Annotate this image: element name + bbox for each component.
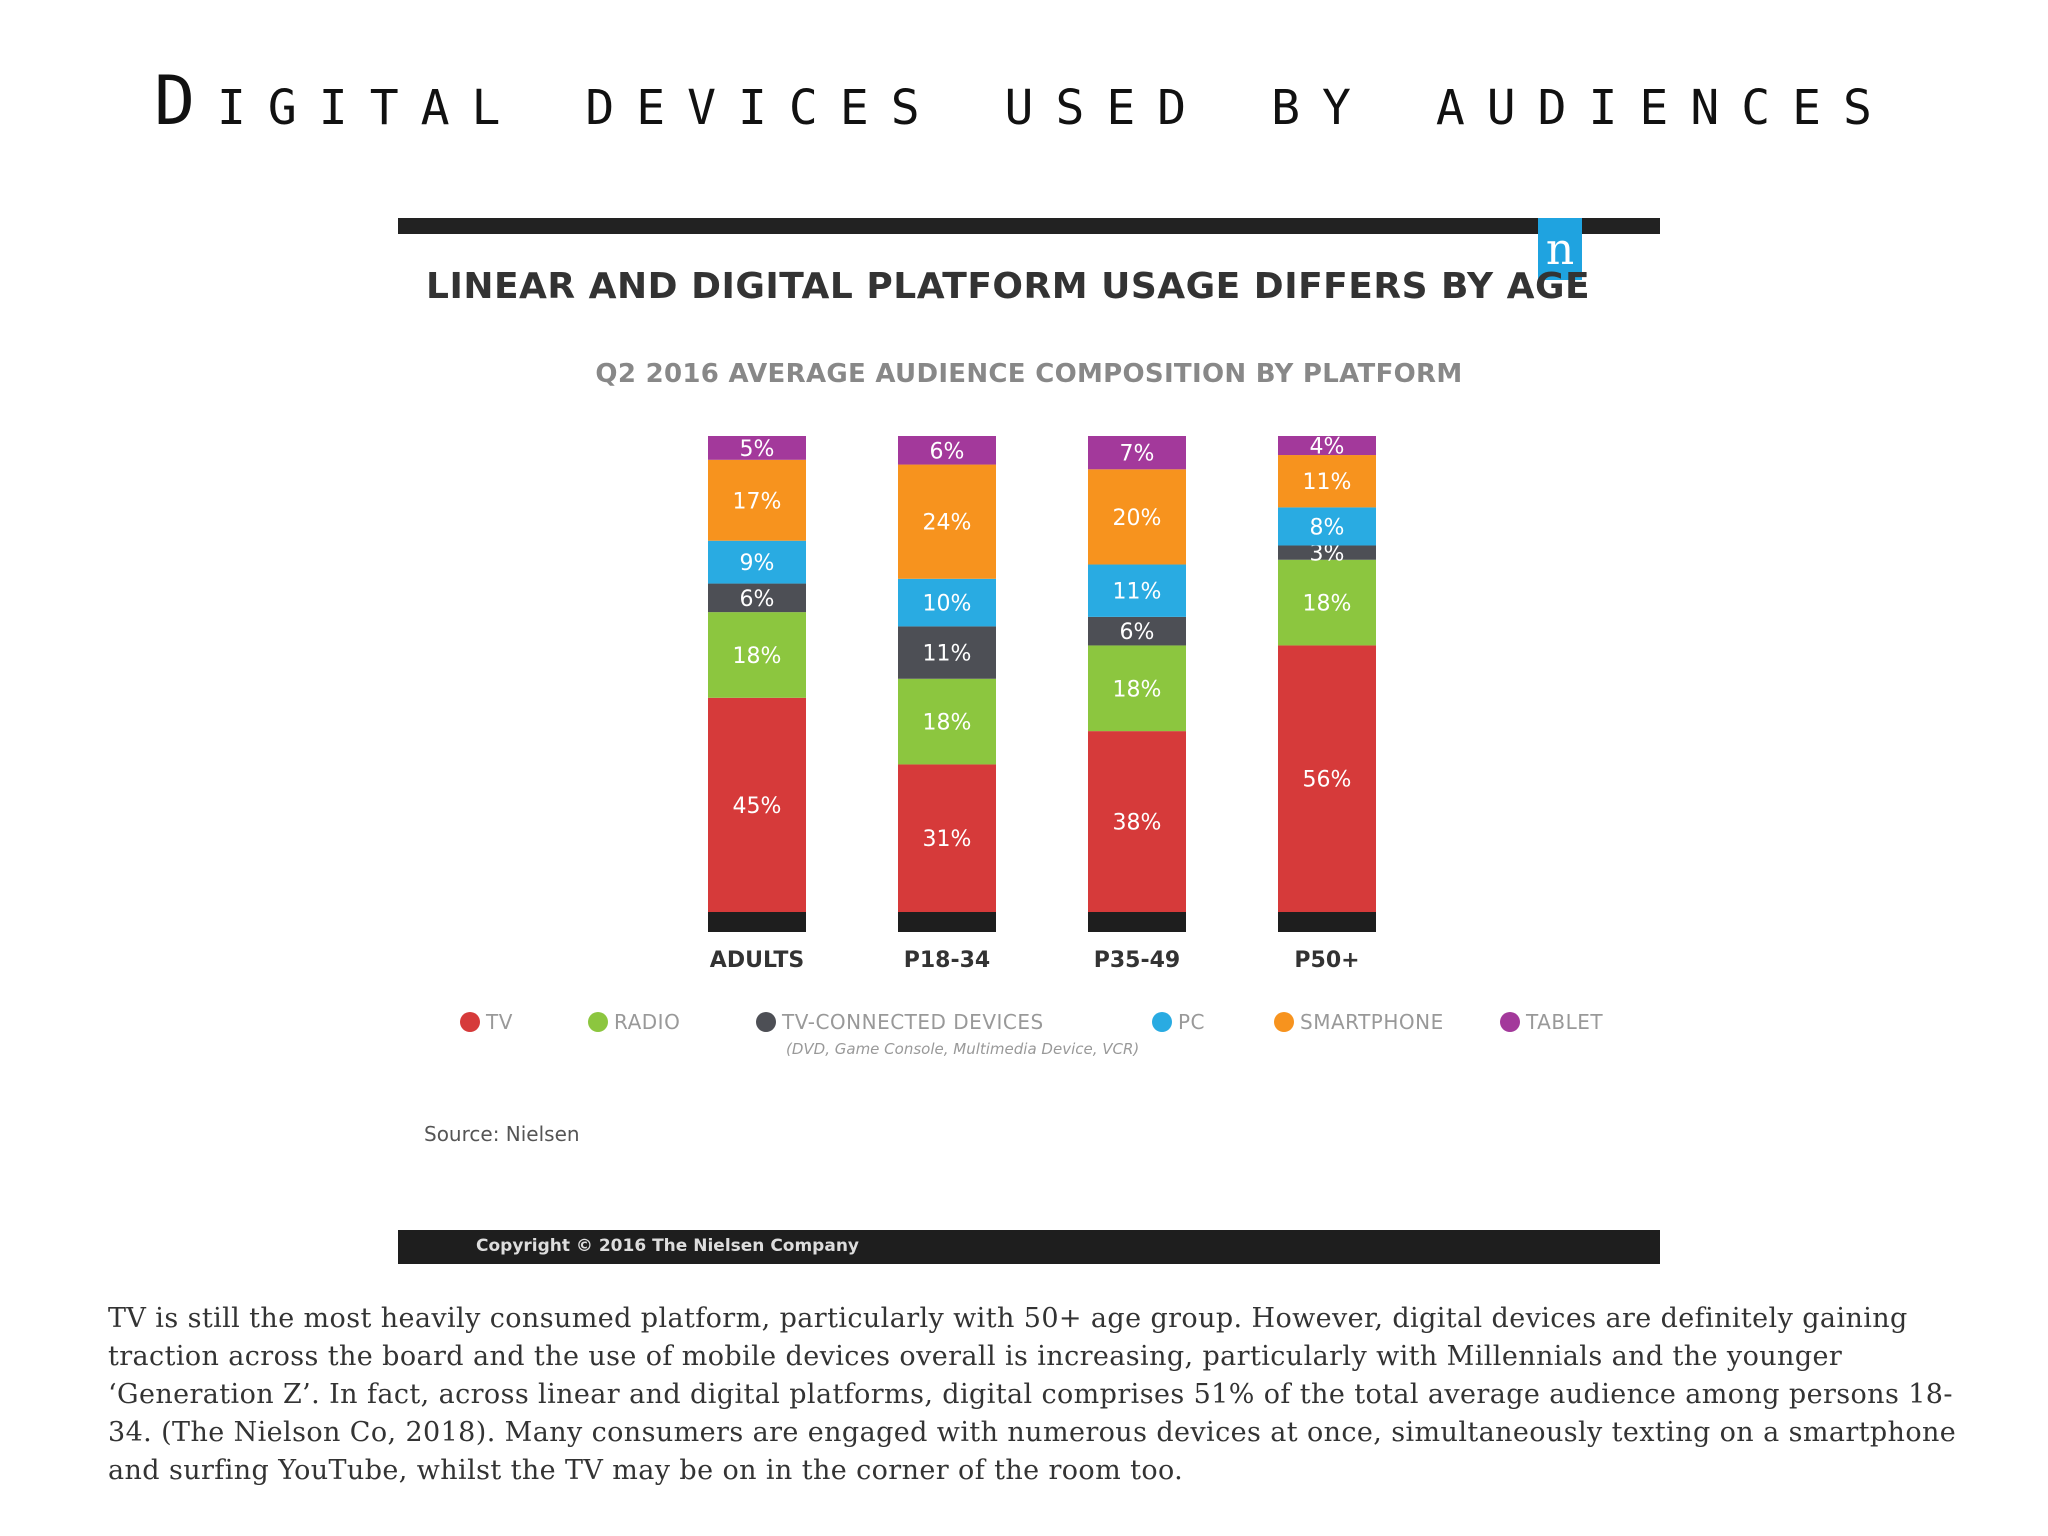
legend-item: PC (1152, 1010, 1205, 1034)
stacked-bar-chart: 45% 18% 6% 9% 17% 5% ADULTS 31% 18% 11% 10% 24% 6% P1… (708, 435, 1376, 973)
legend-dot-icon (1152, 1012, 1172, 1032)
legend: TV RADIO TV-CONNECTED DEVICES PC SMARTPHONE T… (398, 1010, 1660, 1070)
data-label: 6% (930, 439, 965, 464)
bar-segment-tv-2 (1088, 731, 1186, 912)
page-title: Digital devices used by audiences (154, 62, 1894, 141)
bar-base (898, 912, 996, 932)
data-label: 11% (923, 642, 972, 667)
data-label: 20% (1113, 506, 1162, 531)
data-label: 10% (923, 592, 972, 617)
category-label: P35-49 (1094, 948, 1181, 973)
legend-item: SMARTPHONE (1274, 1010, 1444, 1034)
legend-label: RADIO (614, 1010, 681, 1034)
nielsen-logo: n (1538, 218, 1582, 280)
data-label: 9% (740, 551, 775, 576)
legend-label: SMARTPHONE (1300, 1010, 1444, 1034)
data-label: 11% (1303, 470, 1352, 495)
legend-dot-icon (1274, 1012, 1294, 1032)
data-label: 24% (923, 511, 972, 536)
legend-label: PC (1178, 1010, 1206, 1034)
bar-segment-tv-connected-devices-3 (1278, 545, 1376, 560)
bar-segment-tv-connected-devices-0 (708, 583, 806, 613)
bar-segment-tv-1 (898, 764, 996, 912)
bar-segment-smartphone-1 (898, 464, 996, 579)
data-label: 8% (1310, 515, 1345, 540)
legend-label: TV (486, 1010, 513, 1034)
data-label: 6% (740, 587, 775, 612)
data-label: 38% (1113, 811, 1162, 836)
chart-title: Q2 2016 AVERAGE AUDIENCE COMPOSITION BY … (595, 359, 1463, 389)
bar-segment-pc-2 (1088, 564, 1186, 617)
data-label: 56% (1303, 768, 1352, 793)
bar-segment-radio-2 (1088, 645, 1186, 732)
bar-segment-tv-3 (1278, 645, 1376, 912)
legend-note: (DVD, Game Console, Multimedia Device, V… (786, 1040, 1140, 1058)
bar-segment-pc-1 (898, 578, 996, 627)
body-paragraph: TV is still the most heavily consumed pl… (108, 1303, 1957, 1486)
data-label: 18% (733, 644, 782, 669)
data-label: 11% (1113, 580, 1162, 605)
chart-card: n LINEAR AND DIGITAL PLATFORM USAGE DIFF… (398, 214, 1660, 1264)
bar-segment-tv-0 (708, 697, 806, 912)
category-label: P18-34 (904, 948, 991, 973)
legend-item: RADIO (588, 1010, 680, 1034)
data-label: 17% (733, 489, 782, 514)
bar-segment-tablet-1 (898, 436, 996, 465)
bar-base (1088, 912, 1186, 932)
data-label: 18% (1113, 677, 1162, 702)
legend-dot-icon (1500, 1012, 1520, 1032)
bar-segment-tablet-3 (1278, 436, 1376, 456)
data-label: 31% (923, 827, 972, 852)
top-bar (398, 218, 1660, 234)
data-label: 45% (733, 794, 782, 819)
legend-dot-icon (588, 1012, 608, 1032)
legend-item: TV (460, 1010, 513, 1034)
legend-label: TABLET (1526, 1010, 1604, 1034)
bar-base (708, 912, 806, 932)
bar-segment-radio-0 (708, 612, 806, 698)
category-label: ADULTS (710, 948, 804, 973)
bar-segment-pc-3 (1278, 507, 1376, 546)
data-label: 7% (1120, 442, 1155, 467)
bar-segment-tablet-2 (1088, 436, 1186, 470)
bar-segment-smartphone-2 (1088, 469, 1186, 565)
legend-label: TV-CONNECTED DEVICES (782, 1010, 1044, 1034)
bar-segment-smartphone-0 (708, 459, 806, 541)
bar-segment-tv-connected-devices-1 (898, 626, 996, 679)
copyright-text: Copyright © 2016 The Nielsen Company (476, 1236, 860, 1256)
category-label: P50+ (1294, 948, 1359, 973)
bar-segment-smartphone-3 (1278, 455, 1376, 508)
data-label: 18% (1303, 592, 1352, 617)
bar-segment-radio-1 (898, 678, 996, 765)
legend-item: TV-CONNECTED DEVICES (756, 1010, 1044, 1034)
data-label: 18% (923, 711, 972, 736)
chart-heading: LINEAR AND DIGITAL PLATFORM USAGE DIFFER… (426, 266, 1591, 307)
data-label: 4% (1310, 435, 1345, 460)
bottom-bar: Copyright © 2016 The Nielsen Company (398, 1230, 1660, 1264)
legend-dot-icon (756, 1012, 776, 1032)
legend-dot-icon (460, 1012, 480, 1032)
data-label: 5% (740, 437, 775, 462)
bar-segment-tablet-0 (708, 436, 806, 460)
data-label: 3% (1310, 542, 1345, 567)
bar-segment-tv-connected-devices-2 (1088, 616, 1186, 646)
data-label: 6% (1120, 620, 1155, 645)
bar-segment-radio-3 (1278, 559, 1376, 646)
legend-item: TABLET (1500, 1010, 1603, 1034)
bar-base (1278, 912, 1376, 932)
source-note: Source: Nielsen (424, 1122, 580, 1146)
bar-segment-pc-0 (708, 540, 806, 584)
